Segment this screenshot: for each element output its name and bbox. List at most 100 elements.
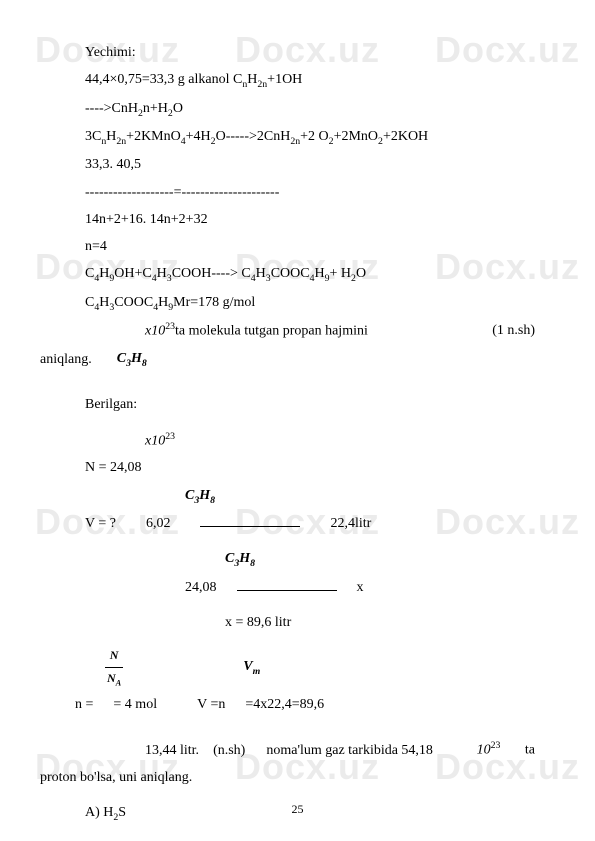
text-line: proton bo'lsa, uni aniqlang. (40, 765, 535, 790)
text-line: 44,4×0,75=33,3 g alkanol CnH2n+1OH (85, 67, 535, 93)
text: +4H (186, 129, 211, 144)
text: C (185, 488, 194, 503)
text: =4x22,4=89,6 (245, 692, 324, 717)
superscript: 23 (165, 431, 175, 442)
subscript: 8 (250, 558, 255, 569)
text: 3C (85, 129, 101, 144)
text-line: n=4 (85, 234, 535, 259)
text: 13,44 litr. (n.sh) noma'lum gaz tarkibid… (145, 738, 433, 763)
text-line: V = ? 6,02 22,4litr (85, 511, 535, 536)
text: x10 (145, 433, 165, 448)
text-line: 14n+2+16. 14n+2+32 (85, 207, 535, 232)
formula: C3H8 (225, 551, 255, 566)
text: + H (330, 266, 352, 281)
text-line: 3CnH2n+2KMnO4+4H2O----->2CnH2n+2 O2+2MnO… (85, 124, 535, 150)
text-line: ---->CnH2n+H2O (85, 96, 535, 122)
text: H (158, 295, 168, 310)
text: H (106, 129, 116, 144)
fraction: N NA (105, 645, 123, 690)
text: n = (75, 692, 93, 717)
text: O----->2CnH (216, 129, 291, 144)
text: N (107, 671, 116, 685)
text: ta molekula tutgan propan hajmini (175, 324, 368, 339)
text: C (225, 551, 234, 566)
text: H (131, 351, 142, 366)
text-line: n = = 4 mol V =n =4x22,4=89,6 (75, 692, 535, 717)
text: H (157, 266, 167, 281)
text: aniqlang. (40, 347, 92, 372)
superscript: 23 (165, 321, 175, 332)
text: COOH----> C (172, 266, 251, 281)
text: x10 (145, 324, 165, 339)
text-line: x1023 (145, 428, 535, 454)
text-line: 33,3. 40,5 (85, 152, 535, 177)
formula: Vm (243, 654, 260, 680)
text: ---->CnH (85, 101, 138, 116)
text: H (99, 295, 109, 310)
text: 1023 ta (477, 737, 535, 763)
text: n+H (143, 101, 168, 116)
text: H (247, 72, 257, 87)
text: H (256, 266, 266, 281)
text: +2MnO (334, 129, 378, 144)
text: H (199, 488, 210, 503)
text-line: C3H8 (225, 546, 535, 572)
blank-line (200, 513, 300, 527)
text: S (118, 805, 126, 820)
text: COOC (114, 295, 153, 310)
text: C (85, 295, 94, 310)
text: H (315, 266, 325, 281)
text-line: 24,08 x (185, 575, 535, 600)
text: +2KOH (383, 129, 428, 144)
text: +1OH (267, 72, 302, 87)
document-content: Yechimi: 44,4×0,75=33,3 g alkanol CnH2n+… (85, 40, 535, 827)
text-line: N = 24,08 (85, 455, 535, 480)
text-line: -------------------=--------------------… (85, 180, 535, 205)
text: 6,02 (146, 511, 171, 536)
text: OH+C (114, 266, 151, 281)
superscript: 23 (491, 740, 501, 751)
formula: C3H8 (117, 346, 147, 372)
text: 22,4litr (330, 511, 371, 536)
blank-line (237, 577, 337, 591)
text: V =n (197, 692, 225, 717)
text: noma'lum gaz tarkibida 54,18 (266, 743, 433, 758)
text: 44,4×0,75=33,3 g alkanol C (85, 72, 242, 87)
subscript: 2n (257, 79, 267, 90)
text: H (99, 266, 109, 281)
text: +2KMnO (126, 129, 181, 144)
text: +2 O (300, 129, 329, 144)
text: C (85, 266, 94, 281)
text-line: Yechimi: (85, 40, 535, 65)
text: O (173, 101, 183, 116)
text: 10 (477, 743, 491, 758)
text: = 4 mol (113, 692, 157, 717)
text-line: C3H8 (185, 483, 535, 509)
text-line: C4H9OH+C4H3COOH----> C4H3COOC4H9+ H2O (85, 261, 535, 287)
denominator: NA (105, 668, 123, 691)
text-line: aniqlang. C3H8 (40, 346, 535, 372)
text-line: x1023ta molekula tutgan propan hajmini (… (145, 318, 535, 344)
formula: C3H8 (185, 488, 215, 503)
text: 24,08 (185, 575, 217, 600)
text: x1023ta molekula tutgan propan hajmini (145, 318, 368, 344)
text: 13,44 litr. (145, 743, 199, 758)
text: COOC (271, 266, 310, 281)
text: A) H (85, 805, 113, 820)
subscript: A (116, 678, 122, 687)
text-line: x = 89,6 litr (225, 610, 535, 635)
numerator: N (105, 645, 123, 668)
subscript: 8 (142, 358, 147, 369)
text-line: C4H3COOC4H9Mr=178 g/mol (85, 290, 535, 316)
text: Mr=178 g/mol (173, 295, 255, 310)
text-line: Berilgan: (85, 392, 535, 417)
text: O (356, 266, 366, 281)
text-line: 13,44 litr. (n.sh) noma'lum gaz tarkibid… (145, 737, 535, 763)
text: C (117, 351, 126, 366)
text: x (357, 575, 364, 600)
text: V = ? (85, 511, 116, 536)
subscript: 8 (210, 494, 215, 505)
text: V (243, 659, 252, 674)
subscript: 2n (290, 136, 300, 147)
subscript: m (253, 666, 261, 677)
